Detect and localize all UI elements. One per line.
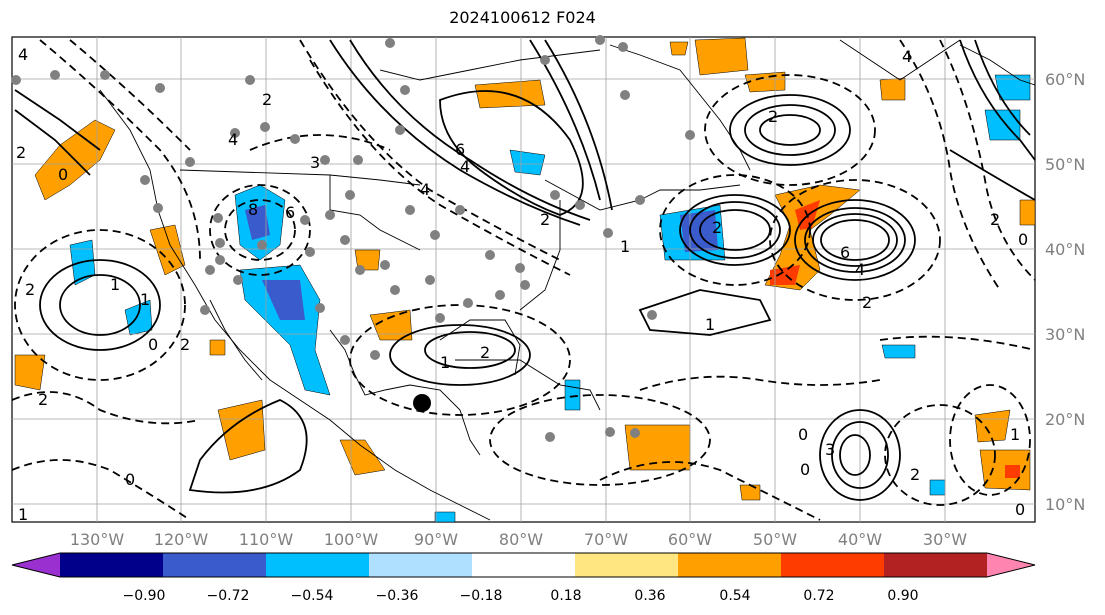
storm-center-marker bbox=[413, 394, 431, 412]
contour-label: 1 bbox=[440, 353, 450, 372]
colorbar-tick-label: −0.36 bbox=[376, 588, 419, 604]
contour-label: 0 bbox=[1018, 230, 1028, 249]
lon-tick-label: 40°W bbox=[838, 530, 882, 549]
colorbar-segment bbox=[163, 553, 267, 577]
colorbar-segment bbox=[369, 553, 473, 577]
colorbar-segment bbox=[472, 553, 576, 577]
latitude-labels: 60°N 50°N 40°N 30°N 20°N 10°N bbox=[1045, 70, 1085, 514]
contour-label: 2 bbox=[25, 280, 35, 299]
lon-tick-label: 60°W bbox=[668, 530, 712, 549]
colorbar-tick-label: −0.72 bbox=[207, 588, 250, 604]
contour-label: 4 bbox=[420, 180, 430, 199]
contour-label: 4 bbox=[228, 130, 238, 149]
contour-label: 2 bbox=[16, 143, 26, 162]
contour-label: 0 bbox=[125, 470, 135, 489]
colorbar-segment bbox=[678, 553, 782, 577]
lat-tick-label: 10°N bbox=[1045, 495, 1085, 514]
contour-label: 1 bbox=[705, 315, 715, 334]
longitude-labels: 130°W 120°W 110°W 100°W 90°W 80°W 70°W 6… bbox=[70, 530, 967, 549]
contour-label: 2 bbox=[180, 335, 190, 354]
lon-tick-label: 30°W bbox=[923, 530, 967, 549]
colorbar-segment bbox=[781, 553, 885, 577]
contour-label: 0 bbox=[148, 335, 158, 354]
lat-tick-label: 50°N bbox=[1045, 155, 1085, 174]
contour-label: 6 bbox=[285, 203, 295, 222]
colorbar-segment bbox=[575, 553, 679, 577]
contour-label: 6 bbox=[455, 140, 465, 159]
lon-tick-label: 100°W bbox=[324, 530, 379, 549]
colorbar-outline bbox=[11, 552, 1036, 578]
contour-label: 2 bbox=[990, 210, 1000, 229]
contour-label: 1 bbox=[620, 237, 630, 256]
lon-tick-label: 110°W bbox=[239, 530, 294, 549]
contour-label: 0 bbox=[800, 460, 810, 479]
contour-label: 0 bbox=[58, 165, 68, 184]
colorbar-extend-low bbox=[12, 553, 60, 577]
lon-tick-label: 80°W bbox=[499, 530, 543, 549]
colorbar-ticks: −0.90 −0.72 −0.54 −0.36 −0.18 0.18 0.36 … bbox=[123, 588, 919, 604]
colorbar-segment bbox=[266, 553, 370, 577]
colorbar-tick-label: 0.54 bbox=[719, 588, 750, 604]
contour-label: 4 bbox=[18, 45, 28, 64]
contour-label: 2 bbox=[480, 343, 490, 362]
lat-tick-label: 20°N bbox=[1045, 410, 1085, 429]
contour-label: 2 bbox=[262, 90, 272, 109]
colorbar-tick-label: −0.90 bbox=[123, 588, 166, 604]
lon-tick-label: 70°W bbox=[584, 530, 628, 549]
contour-label: 1 bbox=[110, 275, 120, 294]
contour-label: 0 bbox=[798, 425, 808, 444]
contour-label: 2 bbox=[540, 210, 550, 229]
contour-label: 2 bbox=[712, 218, 722, 237]
lon-tick-label: 130°W bbox=[70, 530, 125, 549]
contour-label: 2 bbox=[910, 465, 920, 484]
contour-label: 1 bbox=[140, 290, 150, 309]
contour-label: 2 bbox=[862, 293, 872, 312]
colorbar-tick-label: 0.72 bbox=[803, 588, 834, 604]
colorbar-segment bbox=[60, 553, 164, 577]
contour-label: 2 bbox=[768, 107, 778, 126]
lat-tick-label: 40°N bbox=[1045, 240, 1085, 259]
map-title: 2024100612 F024 bbox=[449, 8, 596, 27]
colorbar-tick-label: 0.18 bbox=[550, 588, 581, 604]
contour-label: 4 bbox=[460, 157, 470, 176]
lat-tick-label: 30°N bbox=[1045, 325, 1085, 344]
contour-label: 0 bbox=[1015, 500, 1025, 519]
station-dots bbox=[11, 35, 695, 442]
colorbar bbox=[11, 552, 1036, 578]
contour-label: 3 bbox=[825, 440, 835, 459]
lon-tick-label: 50°W bbox=[753, 530, 797, 549]
contour-label: 8 bbox=[248, 200, 258, 219]
colorbar-tick-label: −0.18 bbox=[460, 588, 503, 604]
contour-label: 1 bbox=[1010, 425, 1020, 444]
colorbar-tick-label: 0.90 bbox=[887, 588, 918, 604]
shaded-regions bbox=[14, 37, 1036, 523]
colorbar-tick-label: 0.36 bbox=[634, 588, 665, 604]
colorbar-extend-high bbox=[987, 553, 1035, 577]
contour-label: 6 bbox=[840, 243, 850, 262]
colorbar-tick-label: −0.54 bbox=[291, 588, 334, 604]
contour-label: 4 bbox=[902, 47, 912, 66]
contour-label: 2 bbox=[38, 390, 48, 409]
contour-label: 4 bbox=[855, 260, 865, 279]
lat-tick-label: 60°N bbox=[1045, 70, 1085, 89]
contour-label: 3 bbox=[310, 153, 320, 172]
lon-tick-label: 90°W bbox=[414, 530, 458, 549]
map-panel: 4 2 0 2 1 4 3 2 8 6 2 0 2 1 0 2 1 2 1 2 … bbox=[11, 35, 1036, 524]
coastlines bbox=[99, 39, 1036, 521]
contour-label: 1 bbox=[18, 505, 28, 524]
colorbar-segment bbox=[884, 553, 988, 577]
contour-labels: 4 2 0 2 1 4 3 2 8 6 2 0 2 1 0 2 1 2 1 2 … bbox=[16, 45, 1028, 524]
lon-tick-label: 120°W bbox=[154, 530, 209, 549]
